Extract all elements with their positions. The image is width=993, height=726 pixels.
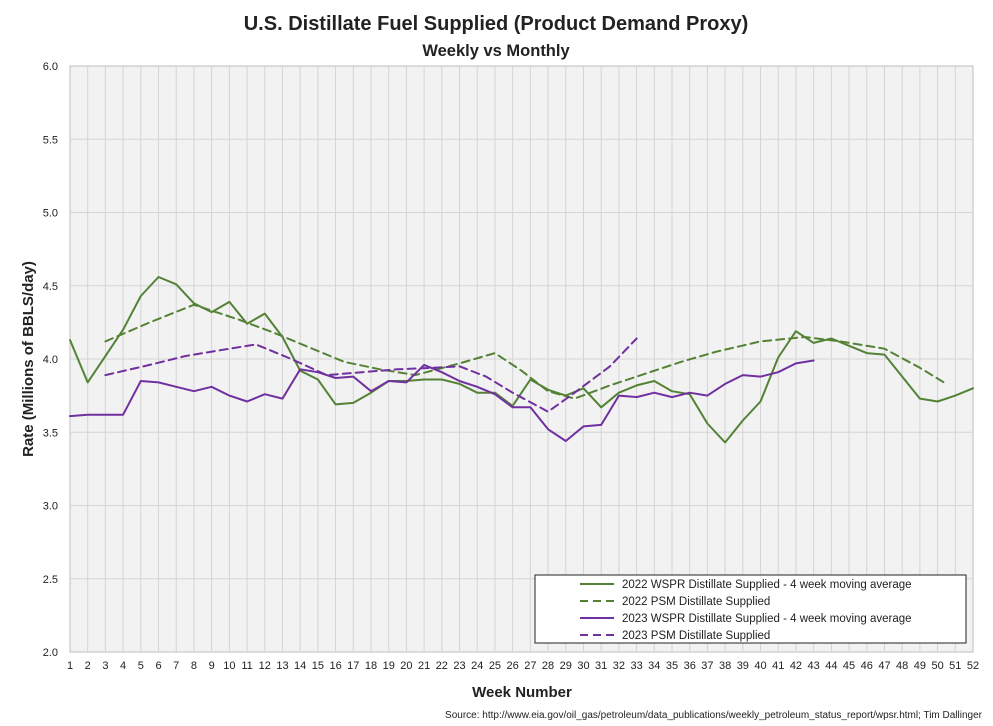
x-tick-label: 50 bbox=[931, 660, 943, 672]
x-tick-label: 46 bbox=[861, 660, 873, 672]
legend-entry: 2023 WSPR Distillate Supplied - 4 week m… bbox=[622, 613, 912, 625]
x-tick-label: 5 bbox=[138, 660, 144, 672]
x-tick-label: 49 bbox=[914, 660, 926, 672]
y-axis-label: Rate (Millions of BBLS/day) bbox=[20, 261, 37, 457]
x-tick-label: 7 bbox=[173, 660, 179, 672]
y-tick-label: 3.5 bbox=[43, 427, 58, 439]
legend-entry: 2023 PSM Distillate Supplied bbox=[622, 630, 770, 642]
x-tick-label: 15 bbox=[312, 660, 324, 672]
x-tick-label: 36 bbox=[684, 660, 696, 672]
x-tick-label: 19 bbox=[383, 660, 395, 672]
x-tick-label: 37 bbox=[701, 660, 713, 672]
x-tick-label: 32 bbox=[613, 660, 625, 672]
x-tick-label: 21 bbox=[418, 660, 430, 672]
source-note: Source: http://www.eia.gov/oil_gas/petro… bbox=[445, 710, 983, 721]
chart-subtitle: Weekly vs Monthly bbox=[422, 42, 570, 60]
x-tick-label: 13 bbox=[276, 660, 288, 672]
x-tick-label: 38 bbox=[719, 660, 731, 672]
x-tick-label: 28 bbox=[542, 660, 554, 672]
x-tick-label: 43 bbox=[808, 660, 820, 672]
x-tick-label: 52 bbox=[967, 660, 979, 672]
legend-entry: 2022 PSM Distillate Supplied bbox=[622, 596, 770, 608]
y-tick-label: 2.0 bbox=[43, 647, 58, 659]
y-tick-label: 5.0 bbox=[43, 208, 58, 220]
x-axis-ticks: 1 2 3 4 5 6 7 8 9 10 11 12 13 14 15 16 17 18 19 20 21 22 23 24 2… bbox=[67, 660, 979, 672]
x-tick-label: 2 bbox=[85, 660, 91, 672]
x-tick-label: 6 bbox=[155, 660, 161, 672]
x-tick-label: 22 bbox=[436, 660, 448, 672]
x-tick-label: 1 bbox=[67, 660, 73, 672]
x-tick-label: 17 bbox=[347, 660, 359, 672]
y-tick-label: 4.5 bbox=[43, 281, 58, 293]
x-tick-label: 42 bbox=[790, 660, 802, 672]
y-tick-label: 4.0 bbox=[43, 354, 58, 366]
x-tick-label: 48 bbox=[896, 660, 908, 672]
series-line-4 bbox=[104, 337, 638, 413]
x-tick-label: 11 bbox=[241, 660, 252, 672]
x-tick-label: 16 bbox=[329, 660, 341, 672]
series-lines bbox=[69, 276, 974, 444]
x-tick-label: 31 bbox=[595, 660, 607, 672]
chart-title: U.S. Distillate Fuel Supplied (Product D… bbox=[244, 13, 749, 35]
x-tick-label: 14 bbox=[294, 660, 306, 672]
x-tick-label: 9 bbox=[209, 660, 215, 672]
x-tick-label: 41 bbox=[772, 660, 784, 672]
x-tick-label: 12 bbox=[259, 660, 271, 672]
x-tick-label: 33 bbox=[630, 660, 642, 672]
x-tick-label: 47 bbox=[878, 660, 890, 672]
x-tick-label: 8 bbox=[191, 660, 197, 672]
x-tick-label: 26 bbox=[507, 660, 519, 672]
series-line-3 bbox=[69, 359, 815, 442]
x-tick-label: 20 bbox=[400, 660, 412, 672]
x-tick-label: 30 bbox=[577, 660, 589, 672]
y-tick-label: 2.5 bbox=[43, 574, 58, 586]
series-line-2 bbox=[104, 303, 948, 400]
x-tick-label: 44 bbox=[825, 660, 837, 672]
x-tick-label: 10 bbox=[223, 660, 235, 672]
x-tick-label: 35 bbox=[666, 660, 678, 672]
x-tick-label: 3 bbox=[102, 660, 108, 672]
x-tick-label: 18 bbox=[365, 660, 377, 672]
y-tick-label: 6.0 bbox=[43, 61, 58, 73]
x-tick-label: 27 bbox=[524, 660, 536, 672]
x-axis-label: Week Number bbox=[472, 684, 572, 701]
y-tick-label: 5.5 bbox=[43, 134, 58, 146]
x-tick-label: 34 bbox=[648, 660, 660, 672]
y-axis-ticks: 2.0 2.5 3.0 3.5 4.0 4.5 5.0 5.5 6.0 bbox=[43, 61, 58, 659]
series-line-1 bbox=[69, 276, 974, 444]
x-tick-label: 51 bbox=[949, 660, 961, 672]
y-tick-label: 3.0 bbox=[43, 501, 58, 513]
x-tick-label: 39 bbox=[737, 660, 749, 672]
x-tick-label: 4 bbox=[120, 660, 126, 672]
legend: 2022 WSPR Distillate Supplied - 4 week m… bbox=[534, 574, 967, 644]
x-tick-label: 24 bbox=[471, 660, 483, 672]
x-tick-label: 40 bbox=[754, 660, 766, 672]
legend-box bbox=[534, 574, 967, 644]
x-tick-label: 45 bbox=[843, 660, 855, 672]
x-tick-label: 23 bbox=[453, 660, 465, 672]
legend-entry: 2022 WSPR Distillate Supplied - 4 week m… bbox=[622, 579, 912, 591]
x-tick-label: 29 bbox=[560, 660, 572, 672]
x-tick-label: 25 bbox=[489, 660, 501, 672]
